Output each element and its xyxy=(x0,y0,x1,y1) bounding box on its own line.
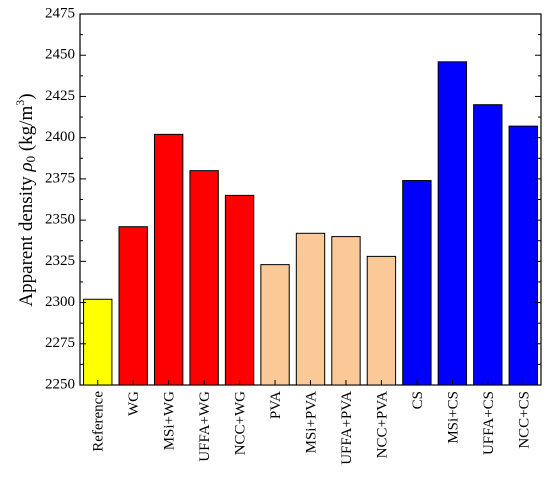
y-axis-title: Apparent density ρ0 (kg/m3) xyxy=(13,93,38,306)
x-tick-label: WG xyxy=(126,391,142,416)
bar-ncc-wg xyxy=(224,194,255,386)
y-tick-label: 2275 xyxy=(45,335,75,351)
x-tick-label: Reference xyxy=(91,391,107,452)
x-tick-label: PVA xyxy=(268,391,284,419)
x-tick-label: MSi+PVA xyxy=(304,391,320,454)
x-tick-label: NCC+WG xyxy=(233,391,249,455)
bar-ncc-cs xyxy=(508,125,538,386)
bar-msi-wg xyxy=(153,133,184,386)
bar-ncc-pva xyxy=(366,255,397,386)
y-tick-label: 2375 xyxy=(45,170,75,186)
x-tick-label: UFFA+CS xyxy=(481,391,497,455)
bar-uffa-pva xyxy=(331,236,361,386)
x-tick-label: CS xyxy=(410,391,426,409)
y-tick-label: 2475 xyxy=(45,5,75,21)
bar-cs xyxy=(402,180,432,386)
y-tick-label: 2325 xyxy=(45,253,75,269)
x-tick-label: UFFA+WG xyxy=(197,391,213,462)
x-tick-label: MSi+WG xyxy=(162,391,178,450)
bar-wg xyxy=(118,226,148,386)
x-tick-label: NCC+PVA xyxy=(374,391,390,459)
bar-reference xyxy=(83,298,113,386)
y-tick-label: 2400 xyxy=(45,129,75,145)
x-tick-label: NCC+CS xyxy=(516,391,532,449)
x-axis: Reference WG MSi+WG UFFA+WG NCC+WG PVA MSi+PVA… xyxy=(91,380,532,465)
y-tick-label: 2350 xyxy=(45,212,75,228)
y-tick-label: 2250 xyxy=(45,376,75,392)
x-tick-label: UFFA+PVA xyxy=(339,391,355,465)
bar-uffa-wg xyxy=(189,170,219,386)
x-tick-label: MSi+CS xyxy=(445,391,461,444)
bars-layer xyxy=(83,61,538,386)
y-tick-label: 2450 xyxy=(45,47,75,63)
y-tick-label: 2425 xyxy=(45,88,75,104)
bar-msi-cs xyxy=(437,61,468,386)
y-axis: 2250 2275 2300 2325 2350 2375 2400 2425 2450 2475 xyxy=(45,5,541,392)
bar-uffa-cs xyxy=(473,104,503,386)
bar-msi-pva xyxy=(295,232,326,386)
bar-pva xyxy=(260,264,290,386)
y-tick-label: 2300 xyxy=(45,294,75,310)
